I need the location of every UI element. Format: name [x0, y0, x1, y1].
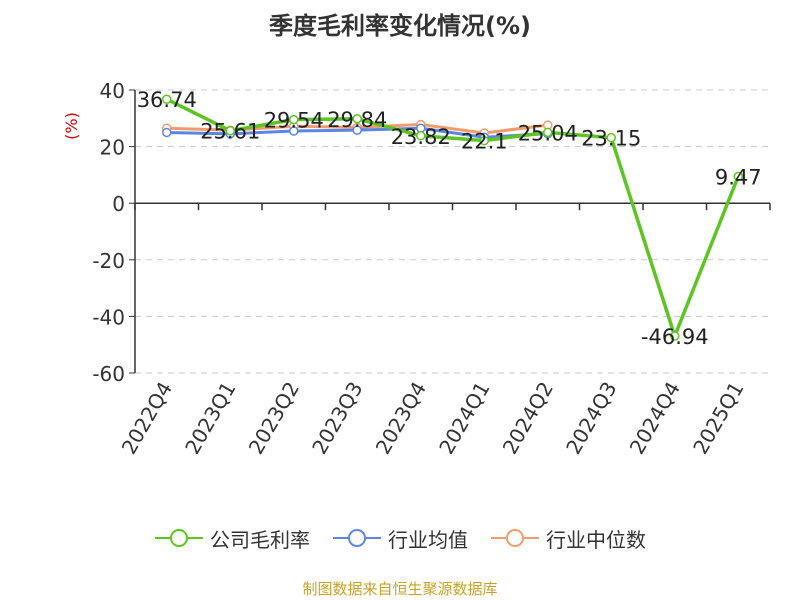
legend-line-icon	[333, 529, 381, 547]
data-label: 36.74	[137, 88, 197, 112]
legend-marker	[170, 529, 188, 547]
y-tick-label: 40	[100, 79, 125, 103]
legend-label: 公司毛利率	[210, 527, 310, 552]
data-label: 25.61	[200, 120, 260, 144]
data-point	[352, 125, 362, 135]
y-tick-label: 20	[100, 136, 125, 160]
data-label: 23.82	[391, 125, 451, 149]
x-tick-label: 2022Q4	[117, 378, 177, 459]
data-label: 25.04	[518, 121, 578, 145]
x-tick-label: 2025Q1	[688, 378, 748, 459]
legend-item[interactable]: 行业中位数	[490, 524, 646, 553]
data-point	[543, 127, 553, 138]
x-tick-label: 2024Q1	[434, 378, 494, 459]
x-tick-label: 2023Q2	[244, 378, 304, 459]
series-line	[165, 97, 740, 338]
legend: 公司毛利率 行业均值 行业中位数	[0, 520, 800, 556]
data-point	[479, 135, 489, 146]
y-tick-label: 0	[112, 192, 125, 216]
data-label: -46.94	[641, 325, 709, 349]
data-point	[289, 126, 299, 136]
legend-item[interactable]: 公司毛利率	[154, 524, 310, 553]
data-point	[162, 127, 172, 138]
grid-layer	[135, 89, 770, 374]
data-label: 29.84	[327, 108, 387, 132]
series-layer	[162, 94, 743, 341]
x-tick-label: 2024Q2	[498, 378, 558, 459]
data-point	[289, 114, 299, 125]
data-label: 22.1	[461, 130, 508, 154]
y-tick-label: -60	[92, 362, 125, 386]
data-point	[225, 125, 235, 136]
y-axis-label: (%)	[62, 112, 81, 140]
data-point	[162, 94, 172, 104]
x-tick-label: 2024Q4	[625, 378, 685, 459]
y-tick-label: -20	[92, 249, 125, 273]
data-point	[670, 331, 680, 341]
legend-label: 行业中位数	[546, 527, 646, 552]
legend-line-icon	[491, 529, 539, 547]
legend-label: 行业均值	[388, 527, 468, 552]
legend-item[interactable]: 行业均值	[332, 524, 468, 553]
data-label: 29.54	[264, 109, 324, 133]
data-label: 9.47	[715, 165, 762, 189]
data-label: 23.15	[581, 127, 641, 151]
x-tick-label: 2023Q4	[371, 378, 431, 459]
legend-marker	[348, 529, 366, 547]
y-tick-label: -40	[92, 305, 125, 329]
chart-title: 季度毛利率变化情况(%)	[269, 12, 531, 40]
legend-marker	[506, 529, 524, 547]
data-point	[416, 131, 426, 141]
x-tick-label: 2024Q3	[561, 378, 621, 459]
x-tick-label: 2023Q3	[307, 378, 367, 459]
source-note: 制图数据来自恒生聚源数据库	[302, 580, 498, 598]
legend-line-icon	[155, 529, 203, 547]
data-point	[352, 114, 362, 124]
data-point	[733, 171, 743, 182]
x-tick-label: 2023Q1	[180, 378, 240, 459]
data-point	[606, 132, 616, 143]
